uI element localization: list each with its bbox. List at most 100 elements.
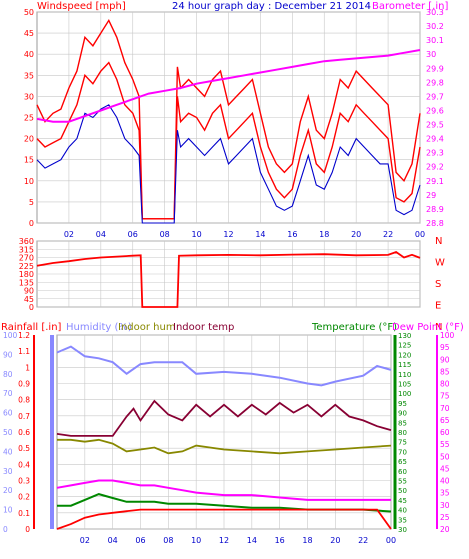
humidity-tick-label: 20 [3, 486, 13, 495]
wind-x-tick-label: 08 [160, 230, 170, 239]
wind-tick-label: 40 [24, 50, 34, 59]
compass-label: N [435, 322, 442, 333]
indoor-temp-line [56, 399, 392, 437]
barometer-tick-label: 30 [426, 50, 436, 59]
temperature-tick-label: 55 [398, 478, 407, 486]
direction-tick-label: 225 [19, 262, 34, 271]
climate-x-axis: 02 04 06 08 10 12 14 16 18 20 22 00 [80, 536, 396, 545]
temperature-tick-label: 100 [398, 390, 411, 398]
wind-x-tick-label: 12 [223, 230, 233, 239]
humidity-tick-label: 40 [3, 447, 13, 456]
dewpoint-tick-label: 25 [440, 513, 450, 522]
direction-tick-label: 135 [19, 278, 34, 287]
direction-line [36, 250, 421, 308]
temperature-tick-label: 30 [398, 526, 407, 534]
temperature-tick-label: 40 [398, 507, 407, 515]
indoor-hum-line [57, 438, 392, 455]
compass-label: E [435, 301, 441, 312]
temperature-tick-label: 105 [398, 381, 411, 389]
barometer-right-axis: 28.8 28.9 29 29.1 29.2 29.3 29.4 29.5 29.6 29.7 29… [426, 8, 444, 228]
climate-series [56, 345, 392, 530]
humidity-tick-label: 70 [3, 389, 13, 398]
temperature-tick-label: 95 [398, 400, 407, 408]
direction-tick-label: 315 [19, 245, 34, 254]
wind-x-tick-label: 16 [287, 230, 297, 239]
windspeed-line [36, 61, 421, 220]
rain-tick-label: 0.9 [18, 380, 30, 389]
rain-tick-label: 0.8 [18, 396, 30, 405]
climate-x-tick-label: 12 [219, 536, 229, 545]
dewpoint-tick-label: 85 [440, 367, 450, 376]
temperature-tick-label: 80 [398, 429, 407, 437]
dewpoint-tick-label: 70 [440, 404, 450, 413]
dewpoint-tick-label: 65 [440, 416, 450, 425]
humidity-tick-label: 30 [3, 467, 13, 476]
barometer-tick-label: 30.2 [426, 22, 444, 31]
wind-x-tick-label: 20 [351, 230, 361, 239]
temperature-tick-label: 70 [398, 448, 407, 456]
humidity-tick-label: 80 [3, 370, 13, 379]
rain-tick-label: 0.1 [18, 509, 30, 518]
wind-series [36, 18, 421, 224]
rain-tick-label: 0 [25, 525, 30, 534]
direction-tick-label: 0 [29, 303, 34, 312]
wind-x-tick-label: 04 [96, 230, 106, 239]
dewpoint-tick-label: 35 [440, 489, 450, 498]
wind-tick-label: 45 [24, 29, 34, 38]
wind-x-tick-label: 02 [64, 230, 74, 239]
dewpoint-tick-label: 40 [440, 477, 450, 486]
temperature-tick-label: 75 [398, 439, 407, 447]
barometer-tick-label: 29.3 [426, 149, 444, 158]
rain-tick-label: 0.2 [18, 493, 30, 502]
wind-left-axis: 0 5 10 15 20 25 30 35 40 45 50 [24, 8, 34, 228]
temperature-tick-label: 110 [398, 371, 411, 379]
direction-tick-label: 90 [24, 287, 34, 296]
rain-tick-label: 1 [25, 363, 30, 372]
dewpoint-tick-label: 90 [440, 355, 450, 364]
wind-tick-label: 0 [29, 219, 34, 228]
humidity-tick-label: 50 [3, 428, 13, 437]
wind-x-tick-label: 14 [255, 230, 265, 239]
barometer-tick-label: 29.1 [426, 177, 444, 186]
indoor-hum-title: Indoor hum [118, 322, 176, 333]
rain-tick-label: 0.3 [18, 477, 30, 486]
direction-tick-label: 180 [19, 270, 34, 279]
rain-tick-label: 1.1 [18, 347, 30, 356]
humidity-tick-label: 0 [3, 525, 8, 534]
barometer-tick-label: 29.8 [426, 78, 444, 87]
humidity-tick-label: 10 [3, 506, 13, 515]
humidity-line [56, 345, 392, 387]
wind-tick-label: 20 [24, 135, 34, 144]
wind-tick-label: 25 [24, 114, 34, 123]
rainfall-axis-title: Rainfall [.in] [1, 322, 62, 333]
wind-tick-label: 35 [24, 71, 34, 80]
rain-tick-label: 0.5 [18, 444, 30, 453]
temperature-tick-label: 115 [398, 361, 411, 369]
dewpoint-line [56, 479, 391, 501]
temperature-tick-label: 50 [398, 487, 407, 495]
wind-tick-label: 50 [24, 8, 34, 17]
dewpoint-tick-label: 75 [440, 392, 450, 401]
climate-x-tick-label: 02 [80, 536, 90, 545]
temperature-tick-label: 120 [398, 351, 411, 359]
direction-grid [37, 240, 421, 308]
climate-axes: 0 0.1 0.2 0.3 0.4 0.5 0.6 0.7 0.8 0.9 1 1.1 1.2 0 10 20… [3, 331, 455, 534]
climate-x-tick-label: 08 [163, 536, 173, 545]
wind-low-line [36, 104, 421, 224]
dewpoint-axis-title: Dew Point (°F) [392, 322, 464, 333]
barometer-axis-title: Barometer [.in] [372, 1, 448, 12]
barometer-tick-label: 30.1 [426, 36, 444, 45]
humidity-tick-label: 60 [3, 409, 13, 418]
dewpoint-tick-label: 20 [440, 525, 450, 534]
dewpoint-tick-label: 55 [440, 440, 450, 449]
humidity-tick-label: 90 [3, 350, 13, 359]
wind-x-tick-label: 22 [383, 230, 393, 239]
barometer-tick-label: 29.9 [426, 64, 444, 73]
temperature-axis-title: Temperature (°F) [311, 322, 397, 333]
barometer-tick-label: 29.6 [426, 106, 444, 115]
